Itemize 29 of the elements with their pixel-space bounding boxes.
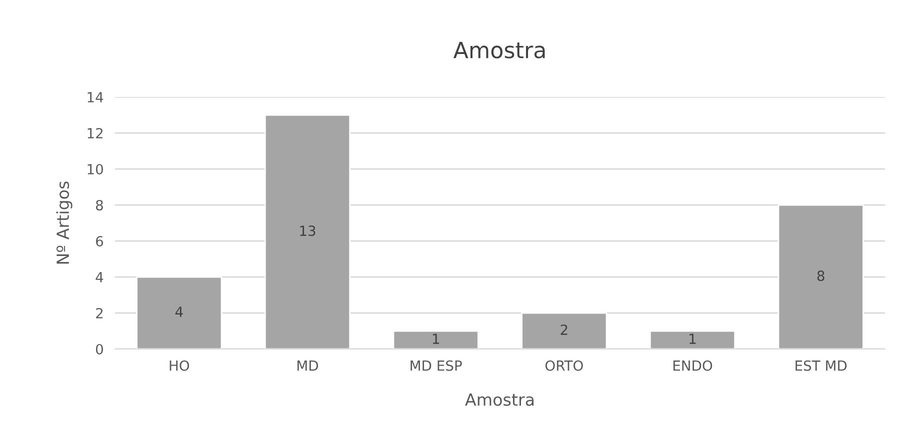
x-tick-label: ORTO [545,360,583,371]
y-tick-label: 2 [96,308,102,318]
x-tick-label: MD [298,360,318,371]
x-tick-label: MD ESP [410,360,462,371]
data-label: 1 [690,334,696,344]
data-label: 4 [175,306,183,317]
data-label: 13 [300,226,316,236]
x-tick-label: ENDO [673,360,712,371]
bar [778,204,864,349]
y-tick-label: 14 [88,92,104,102]
bar [136,276,222,349]
y-tick-label: 0 [96,344,103,354]
y-axis-title: Nº Artigos [56,182,72,264]
bar [392,330,479,349]
y-tick-label: 8 [96,200,103,210]
x-tick-label: HO [170,360,190,371]
data-label: 8 [817,270,824,282]
bar [264,114,351,349]
y-tick-label: 12 [88,128,102,138]
y-tick-label: 4 [96,272,104,282]
x-axis-title: Amostra [465,394,534,406]
x-tick-label: EST MD [796,360,847,371]
bar [521,312,608,349]
bar [649,330,736,349]
chart-title: Amostra [453,42,545,58]
data-label: 1 [432,334,439,344]
y-tick-label: 6 [96,236,104,246]
y-tick-label: 10 [88,164,103,174]
data-label: 2 [560,324,568,335]
